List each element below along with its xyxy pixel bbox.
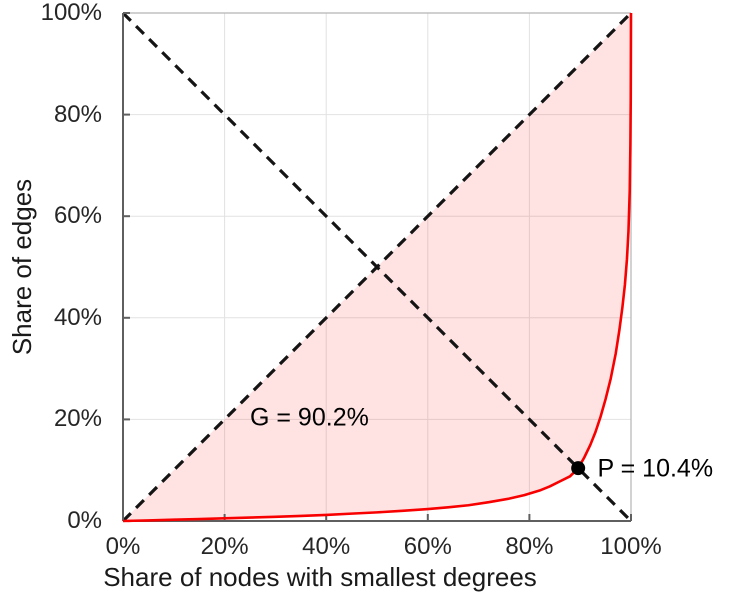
lorenz-curve	[122, 12, 633, 523]
y-tick-label: 60%	[53, 202, 102, 230]
x-tick-label: 40%	[302, 533, 351, 560]
y-tick-label: 100%	[40, 0, 102, 26]
p-annotation: P = 10.4%	[597, 454, 714, 483]
x-axis-title: Share of nodes with smallest degrees	[103, 562, 537, 592]
y-tick-label: 80%	[53, 100, 102, 128]
p-marker-dot	[571, 461, 586, 476]
x-tick-label: 80%	[505, 533, 554, 560]
y-tick-label: 40%	[53, 303, 102, 331]
x-tick-label: 100%	[600, 533, 662, 560]
gini-annotation: G = 90.2%	[250, 403, 369, 432]
y-axis-title: Share of edges	[7, 178, 37, 356]
x-tick-label: 0%	[105, 533, 141, 560]
plot-area	[121, 11, 633, 523]
anti-diagonal	[121, 11, 633, 523]
x-tick-label: 60%	[403, 533, 452, 560]
chart-canvas	[121, 11, 633, 523]
y-tick-label: 20%	[53, 405, 102, 433]
x-tick-label: 20%	[200, 533, 249, 560]
y-tick-label: 0%	[67, 507, 102, 534]
